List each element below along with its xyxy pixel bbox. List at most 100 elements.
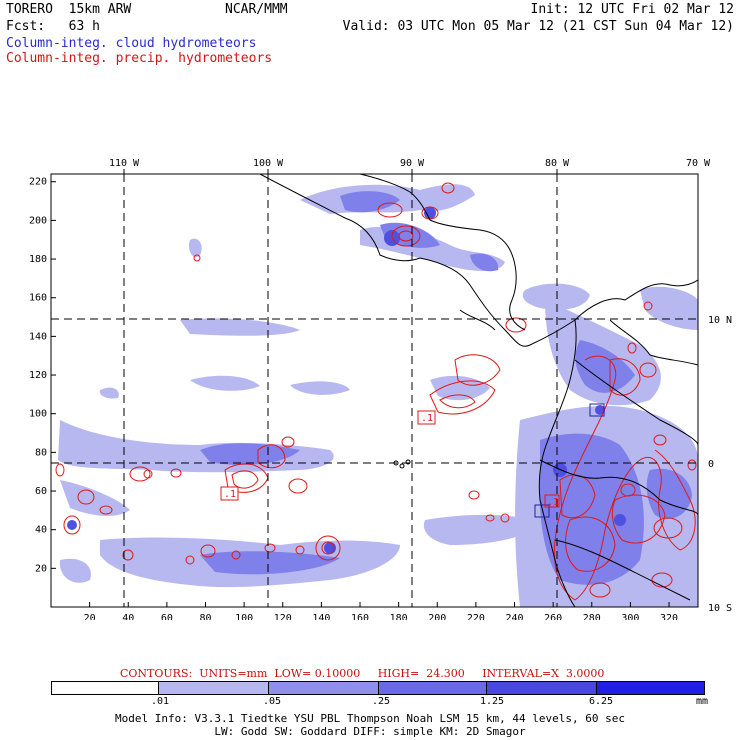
- y-tick-label: 80: [35, 447, 47, 458]
- map-frame: [50, 173, 699, 608]
- precip-contour: [468, 490, 480, 500]
- x-tick-label: 240: [505, 613, 523, 620]
- colorbar-segment: [487, 682, 597, 694]
- organization: NCAR/MMM: [225, 2, 288, 17]
- cloud-core-dark: [67, 520, 77, 530]
- cloud-core-dark: [614, 514, 626, 526]
- x-tick-label: 220: [467, 613, 485, 620]
- contour-label-box: [589, 403, 605, 417]
- x-tick-label: 80: [199, 613, 211, 620]
- coastline: [538, 319, 577, 607]
- legend-cloud-hydrometeors: Column-integ. cloud hydrometeors: [6, 36, 257, 51]
- cloud-patch: [190, 375, 260, 391]
- precip-contour: [321, 541, 335, 555]
- precip-contour: [315, 535, 341, 561]
- precip-contour: [639, 362, 657, 378]
- precip-contour: [99, 505, 113, 515]
- contour-label: .1: [224, 489, 236, 500]
- y-tick-label: 220: [29, 177, 47, 188]
- y-tick-label: 20: [35, 563, 47, 574]
- precip-contour: [398, 230, 414, 242]
- precip-contour: [77, 489, 95, 505]
- cloud-patch: [430, 375, 490, 401]
- lon-label: 70 W: [686, 158, 711, 169]
- x-tick-label: 280: [583, 613, 601, 620]
- lat-label: 0: [708, 459, 714, 470]
- colorbar-segment: [596, 682, 705, 694]
- forecast-map: .1 .1 .1 110 W 100 W 90 W 80 W 70 W 10 N…: [29, 158, 732, 620]
- precip-contour: [257, 444, 286, 469]
- lon-label: 90 W: [400, 158, 425, 169]
- cloud-patch: [99, 387, 119, 399]
- precip-contour: [454, 354, 501, 386]
- x-tick-label: 260: [544, 613, 562, 620]
- x-tick-label: 140: [312, 613, 330, 620]
- cloud-patch: [59, 558, 91, 583]
- precip-contour: [565, 516, 616, 572]
- precip-contour: [200, 544, 216, 558]
- cloud-core: [200, 551, 340, 575]
- precip-contour: [122, 549, 134, 561]
- precip-contour: [231, 550, 241, 560]
- colorbar-segment: [158, 682, 270, 694]
- x-tick-label: 160: [351, 613, 369, 620]
- colorbar: [51, 681, 705, 695]
- colorbar-label: .05: [263, 696, 282, 707]
- y-tick-label: 100: [29, 409, 47, 420]
- lat-label: 10 N: [708, 315, 732, 326]
- contour-label-box: [220, 486, 239, 501]
- y-tick-label: 140: [29, 331, 47, 342]
- precip-contour: [170, 468, 182, 478]
- model-name: TORERO 15km ARW: [6, 2, 132, 17]
- precip-contour: [391, 225, 421, 247]
- cloud-core: [340, 191, 400, 213]
- x-tick-label: 200: [428, 613, 446, 620]
- cloud-patch: [522, 283, 590, 310]
- y-tick-label: 120: [29, 370, 47, 381]
- cloud-core: [575, 340, 635, 393]
- precip-contour: [63, 515, 81, 535]
- y-tick-label: 180: [29, 254, 47, 265]
- precip-contour: [441, 182, 455, 194]
- precip-contour: [653, 434, 667, 446]
- precip-contour: [500, 513, 510, 523]
- colorbar-label: 1.25: [480, 696, 505, 707]
- coastline: [259, 174, 576, 347]
- x-tick-label: 20: [84, 613, 96, 620]
- contour-label-box: [534, 504, 550, 518]
- precip-contour: [143, 469, 153, 479]
- precip-contour: [620, 483, 636, 497]
- y-tick-label: 200: [29, 215, 47, 226]
- cloud-patch: [189, 238, 202, 258]
- island: [405, 459, 411, 465]
- contour-label-box: [417, 410, 436, 425]
- precip-contour: [485, 514, 495, 522]
- x-tick-label: 320: [660, 613, 678, 620]
- precip-contour: [193, 254, 201, 262]
- colorbar-label: 6.25: [589, 696, 614, 707]
- coastline: [459, 309, 496, 331]
- border: [554, 539, 691, 601]
- precip-contour: [651, 572, 673, 588]
- precip-contour: [687, 459, 697, 471]
- legend-precip-hydrometeors: Column-integ. precip. hydrometeors: [6, 51, 273, 66]
- contour-info: CONTOURS: UNITS=mm LOW= 0.10000 HIGH= 24…: [120, 667, 605, 680]
- precip-contour: [281, 436, 295, 448]
- precip-contour: [553, 355, 696, 601]
- y-tick-label: 60: [35, 486, 47, 497]
- contour-label-box: [544, 494, 560, 508]
- cloud-patch: [640, 286, 698, 330]
- y-tick-label: 160: [29, 293, 47, 304]
- x-tick-label: 40: [122, 613, 134, 620]
- precip-contour: [429, 380, 496, 415]
- precip-contour: [643, 301, 653, 311]
- coastline: [574, 279, 698, 321]
- contour-label: .1: [547, 497, 559, 508]
- colorbar-segment: [378, 682, 488, 694]
- coastline: [359, 174, 526, 331]
- cloud-patch: [290, 381, 350, 395]
- valid-time: Valid: 03 UTC Mon 05 Mar 12 (21 CST Sun …: [342, 19, 734, 34]
- colorbar-segment: [52, 682, 159, 694]
- cloud-patch: [60, 480, 130, 516]
- cloud-fields: .1 .1 .1: [51, 174, 698, 607]
